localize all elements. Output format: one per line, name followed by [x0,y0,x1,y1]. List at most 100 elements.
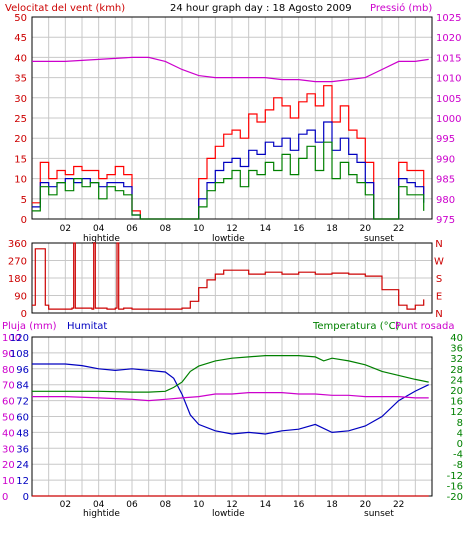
pressure-tick-label: 995 [436,134,455,145]
humitat-line [32,363,429,435]
direction-letter: S [436,274,442,285]
dewpoint-axis-label: Punt rosada [395,321,454,332]
pressure-tick-label: 1010 [436,74,461,85]
sunset-label: sunset [364,234,394,244]
wind-tick-label: 35 [14,74,27,85]
humidity-tick-label: 84 [16,381,29,392]
gust-line [32,85,425,220]
wind-tick-label: 0 [21,215,27,226]
pressure-tick-label: 985 [436,175,455,186]
chart-title: 24 hour graph day : 18 Agosto 2009 [170,3,352,14]
humidity-axis-label: Humitat [67,321,107,332]
humidity-tick-label: 60 [16,413,29,424]
temperature-tick-label: -12 [447,471,463,482]
x-tick-label: 20 [360,224,372,234]
direction-series [32,242,425,310]
bottom-panel-grid [31,336,433,497]
temperature-tick-label: 28 [450,365,463,376]
temperature-tick-label: 16 [450,397,463,408]
temperature-tick-label: -16 [447,481,463,492]
temperature-tick-label: 12 [450,407,463,418]
direction-tick-label: 360 [8,239,27,250]
humidity-tick-label: 12 [16,476,29,487]
x-tick-label: 22 [393,500,404,510]
rain-tick-label: 30 [2,444,15,455]
rain-tick-label: 40 [2,428,15,439]
rain-axis-label: Pluja (mm) [2,321,57,332]
pressure-tick-label: 980 [436,195,455,206]
temperature-tick-label: -20 [447,492,463,503]
direction-line [32,242,425,310]
x-tick-label: 02 [60,224,71,234]
humidity-tick-label: 36 [16,444,29,455]
x-tick-label: 10 [193,224,205,234]
x-tick-label: 06 [126,224,138,234]
temperature-axis-label: Temperatura (°C) [312,321,400,332]
wind-tick-label: 5 [21,195,27,206]
pressure-tick-label: 1000 [436,114,461,125]
temperature-tick-label: 8 [457,418,463,429]
direction-tick-label: 270 [8,257,27,268]
sunset-label-bottom: sunset [364,509,394,519]
wind-y-ticks: 0 5 10 15 20 25 30 35 40 45 50 [14,13,27,226]
x-tick-label: 20 [360,500,372,510]
rain-tick-label: 50 [2,413,15,424]
x-tick-label: 16 [293,224,305,234]
humidity-tick-label: 120 [10,333,29,344]
rain-tick-label: 100 [2,333,21,344]
x-tick-label: 16 [293,500,305,510]
wind-tick-label: 45 [14,33,27,44]
temperature-tick-label: 24 [450,375,463,386]
pressure-tick-label: 1015 [436,53,461,64]
temperature-tick-label: 36 [450,344,463,355]
x-tick-label: 04 [93,500,105,510]
wind-tick-label: 25 [14,114,27,125]
temperature-tick-label: -4 [453,450,463,461]
rain-tick-label: 90 [2,349,15,360]
top-panel-frame [31,16,433,220]
top-panel-series [32,56,429,220]
humidity-tick-label: 72 [16,397,29,408]
temperatura-line [32,355,429,393]
direction-letter: N [435,239,442,250]
x-tick-label: 14 [260,224,272,234]
rain-tick-label: 70 [2,381,15,392]
humidity-tick-label: 48 [16,428,29,439]
hightide-label: hightide [83,234,120,244]
wind-tick-label: 30 [14,94,27,105]
temperature-tick-label: 4 [457,428,463,439]
pressure-tick-label: 990 [436,154,455,165]
pressure-tick-label: 1020 [436,33,461,44]
x-tick-label: 14 [260,500,272,510]
x-tick-label: 22 [393,224,404,234]
rain-tick-label: 80 [2,365,15,376]
x-tick-label: 10 [193,500,205,510]
direction-letter: E [436,292,442,303]
wind-tick-label: 50 [14,13,27,24]
temperature-tick-label: -8 [453,460,463,471]
x-tick-label: 02 [60,500,71,510]
bottom-x-ticks: 02 04 06 08 10 12 14 16 18 20 22 [60,500,405,510]
direction-y-ticks: 0 90 180 270 360 [8,239,27,320]
temperature-tick-label: 0 [457,439,463,450]
humidity-tick-label: 96 [16,365,29,376]
direction-letter: N [435,309,442,320]
rain-tick-label: 20 [2,460,15,471]
x-tick-label: 08 [160,224,172,234]
lowtide-label-bottom: lowtide [212,509,245,519]
direction-tick-label: 180 [8,274,27,285]
humidity-tick-label: 108 [10,349,29,360]
rain-y-ticks: 0 10 20 30 40 50 60 70 80 90 100 [2,333,21,503]
bottom-panel-series [32,355,429,497]
pressure-tick-label: 1005 [436,94,461,105]
direction-panel-frame [31,242,433,314]
x-tick-label: 08 [160,500,172,510]
temperature-tick-label: 32 [450,354,463,365]
rain-tick-label: 10 [2,476,15,487]
direction-letter: W [434,257,444,268]
temperature-tick-label: 40 [450,333,463,344]
x-tick-label: 12 [226,224,237,234]
